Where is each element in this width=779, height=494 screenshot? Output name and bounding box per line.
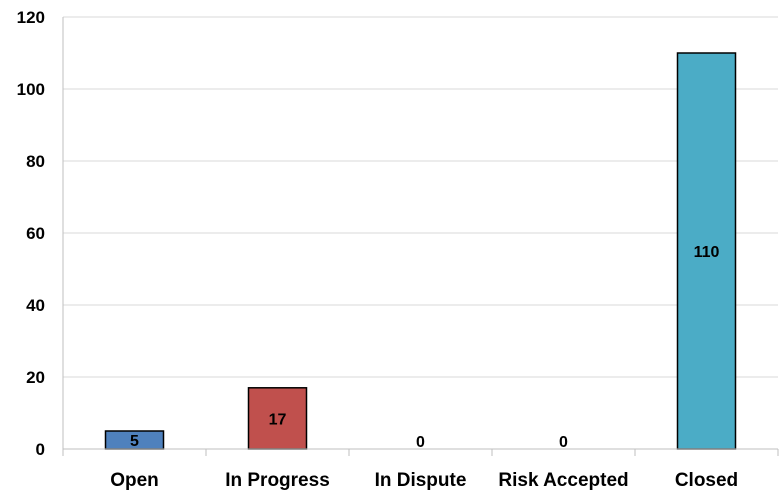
x-category-label: Risk Accepted bbox=[498, 470, 628, 491]
data-label: 5 bbox=[130, 433, 139, 450]
y-axis-ticks: 0 20 40 60 80 100 120 bbox=[17, 8, 45, 459]
x-category-label: Open bbox=[110, 470, 159, 491]
y-tick-label: 60 bbox=[26, 224, 45, 243]
data-labels: 5 17 0 0 110 bbox=[130, 244, 719, 451]
data-label: 0 bbox=[559, 434, 568, 451]
bar-in-progress bbox=[247, 387, 308, 450]
x-category-label: In Progress bbox=[225, 470, 330, 491]
y-tick-label: 0 bbox=[36, 440, 45, 459]
x-category-label: Closed bbox=[675, 470, 738, 491]
y-tick-label: 120 bbox=[17, 8, 45, 27]
data-label: 17 bbox=[269, 411, 287, 428]
y-tick-label: 20 bbox=[26, 368, 45, 387]
gridlines bbox=[63, 16, 778, 378]
data-label: 0 bbox=[416, 434, 425, 451]
y-tick-label: 40 bbox=[26, 296, 45, 315]
y-tick-label: 80 bbox=[26, 152, 45, 171]
y-tick-label: 100 bbox=[17, 80, 45, 99]
data-label: 110 bbox=[694, 244, 720, 261]
bars bbox=[104, 52, 737, 450]
x-axis-categories: Open In Progress In Dispute Risk Accepted Cl… bbox=[62, 449, 779, 491]
x-category-label: In Dispute bbox=[375, 470, 467, 491]
